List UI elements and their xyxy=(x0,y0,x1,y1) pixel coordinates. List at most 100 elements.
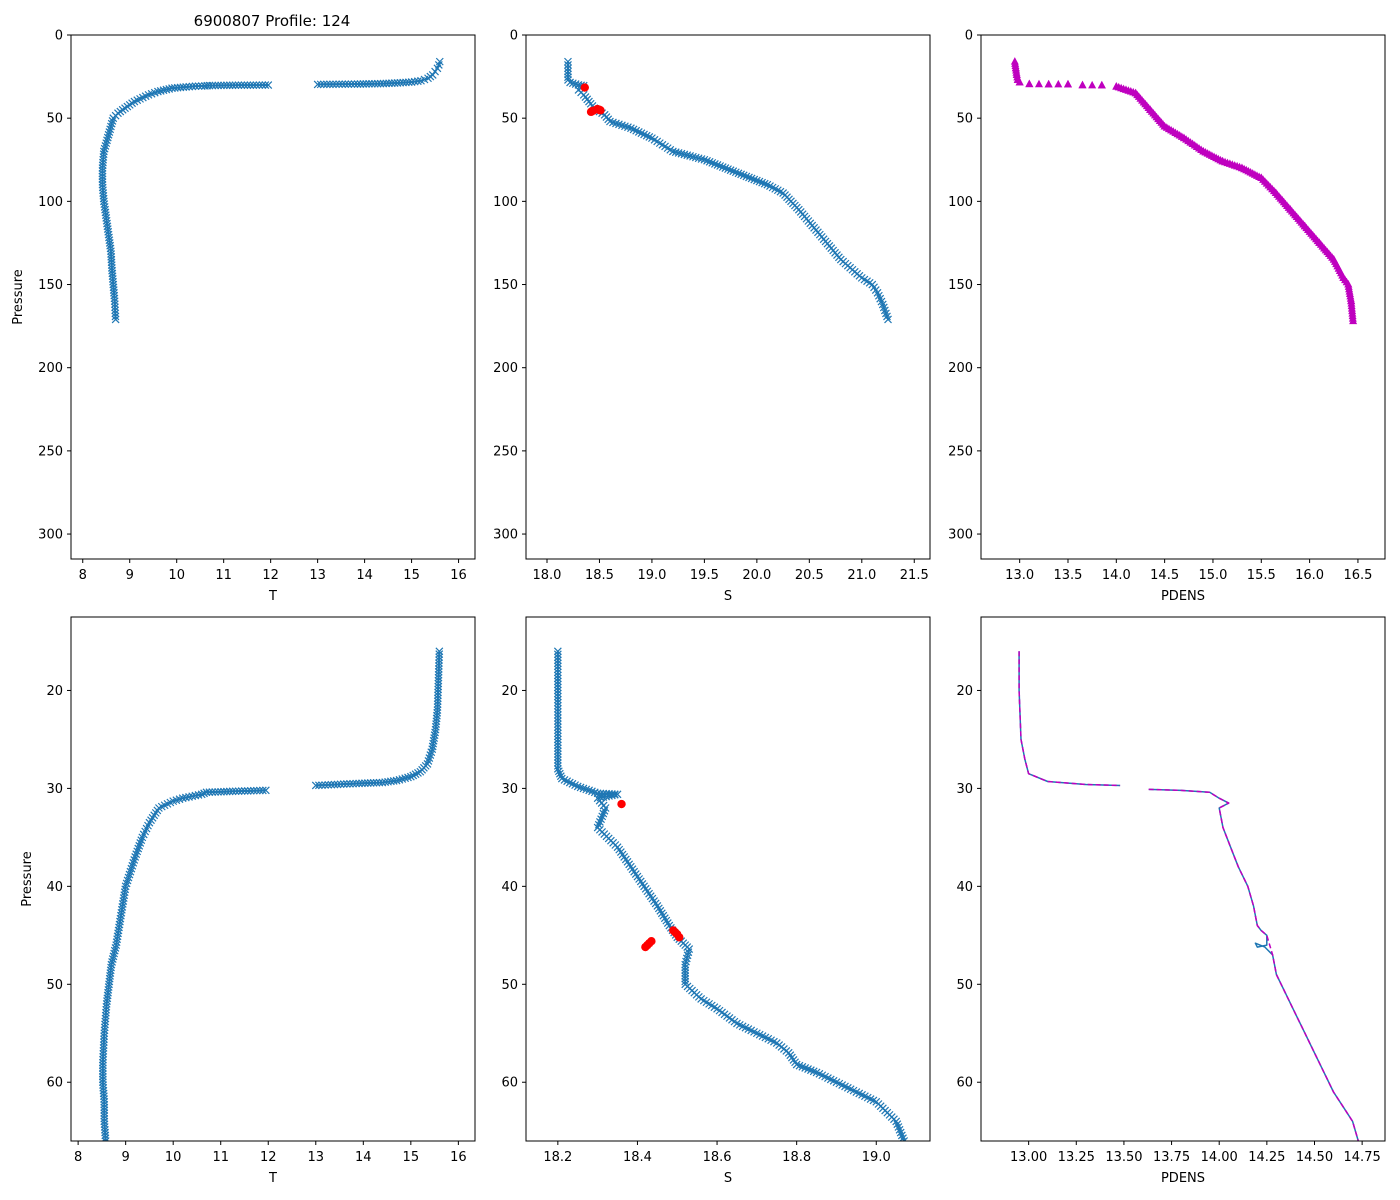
x-tick-label: 8 xyxy=(74,1150,82,1165)
x-marker xyxy=(553,677,562,686)
x-marker xyxy=(237,787,246,795)
x-marker xyxy=(222,81,231,90)
x-marker xyxy=(338,80,347,89)
x-tick-label: 13 xyxy=(309,568,326,583)
x-tick-label: 21.0 xyxy=(847,568,876,583)
y-tick-label: 60 xyxy=(501,1076,518,1091)
x-tick-label: 14 xyxy=(356,568,373,583)
x-marker xyxy=(321,781,330,789)
x-marker xyxy=(553,662,562,671)
x-marker xyxy=(98,1064,107,1073)
x-marker xyxy=(324,780,333,789)
x-marker xyxy=(237,81,246,90)
x-tick-label: 19.5 xyxy=(690,568,719,583)
x-marker xyxy=(694,154,703,163)
x-marker xyxy=(214,81,223,90)
x-marker xyxy=(98,164,107,173)
x-marker xyxy=(99,1046,108,1055)
x-tick-label: 14.50 xyxy=(1296,1150,1333,1165)
triangle-marker xyxy=(1044,79,1053,88)
axes-frame xyxy=(70,34,476,560)
x-marker xyxy=(553,735,562,744)
y-tick-label: 100 xyxy=(493,195,518,210)
x-marker xyxy=(332,80,340,89)
x-marker xyxy=(194,82,203,91)
x-marker xyxy=(103,133,112,142)
x-marker xyxy=(716,162,725,170)
x-marker xyxy=(98,175,107,184)
x-marker xyxy=(99,1055,107,1064)
x-tick-label: 14.00 xyxy=(1201,1150,1238,1165)
x-marker xyxy=(99,1044,108,1052)
x-tick-label: 15 xyxy=(403,568,420,583)
x-tick-label: 13.50 xyxy=(1105,1150,1142,1165)
x-marker xyxy=(555,769,564,778)
x-marker xyxy=(668,147,677,156)
x-marker xyxy=(101,1137,110,1141)
x-marker xyxy=(102,139,111,148)
y-tick-label: 50 xyxy=(501,978,518,993)
flag-dot xyxy=(596,106,605,115)
x-marker xyxy=(100,1103,109,1112)
x-tick-label: 13.25 xyxy=(1058,1150,1095,1165)
x-marker xyxy=(135,841,144,850)
x-marker xyxy=(108,117,117,125)
x-tick-label: 8 xyxy=(79,568,87,583)
x-marker xyxy=(554,767,563,776)
x-marker xyxy=(98,166,107,175)
x-marker xyxy=(107,122,115,131)
x-marker xyxy=(433,697,442,706)
x-marker xyxy=(404,773,412,782)
x-marker xyxy=(132,850,141,859)
x-marker xyxy=(708,158,717,167)
x-marker xyxy=(191,82,200,91)
x-marker xyxy=(200,789,209,798)
x-marker xyxy=(341,80,350,89)
x-tick-label: 18.4 xyxy=(623,1150,652,1165)
x-marker xyxy=(433,694,442,703)
x-marker xyxy=(737,170,746,179)
x-marker xyxy=(718,163,727,171)
x-marker xyxy=(553,744,562,753)
y-tick-label: 60 xyxy=(46,1076,63,1091)
x-tick-label: 13.75 xyxy=(1153,1150,1190,1165)
x-marker xyxy=(553,750,562,759)
x-marker xyxy=(686,152,695,160)
x-axis-label: S xyxy=(724,589,732,604)
x-tick-label: 13.00 xyxy=(1010,1150,1047,1165)
axes-frame xyxy=(70,616,476,1142)
series-line xyxy=(1148,788,1360,1141)
x-marker xyxy=(434,667,443,676)
x-marker xyxy=(352,779,361,788)
x-marker xyxy=(363,779,372,787)
x-marker xyxy=(234,787,243,796)
x-tick-label: 15.0 xyxy=(1198,568,1227,583)
series-line xyxy=(102,789,266,1141)
y-tick-label: 20 xyxy=(956,684,973,699)
x-marker xyxy=(417,76,425,85)
x-marker xyxy=(729,167,738,176)
y-tick-label: 100 xyxy=(38,195,63,210)
x-marker xyxy=(101,141,110,150)
x-marker xyxy=(325,80,334,89)
x-marker xyxy=(366,779,375,787)
x-marker xyxy=(553,659,562,668)
x-marker xyxy=(553,647,562,656)
y-tick-label: 50 xyxy=(501,112,518,127)
x-marker xyxy=(373,79,382,88)
x-marker xyxy=(760,179,769,188)
x-marker xyxy=(553,714,562,722)
x-marker xyxy=(225,787,234,796)
x-marker xyxy=(700,155,709,164)
x-marker xyxy=(138,833,147,842)
x-marker xyxy=(99,1038,108,1047)
x-marker xyxy=(98,1061,107,1070)
flag-dot xyxy=(675,933,684,942)
x-tick-label: 16 xyxy=(450,568,467,583)
x-marker xyxy=(553,689,562,698)
x-marker xyxy=(99,1049,108,1058)
x-marker xyxy=(313,80,322,89)
y-tick-label: 300 xyxy=(38,528,63,543)
x-marker xyxy=(246,786,255,795)
flag-dot xyxy=(647,936,656,946)
